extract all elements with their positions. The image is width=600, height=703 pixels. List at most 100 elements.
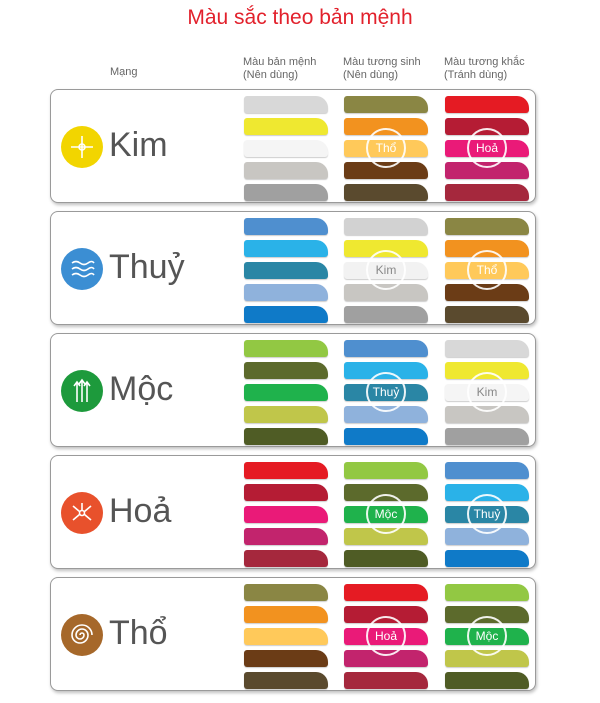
generating-colors-column: Kim <box>344 218 428 323</box>
color-swatch <box>344 650 428 667</box>
color-swatch <box>344 406 428 423</box>
element-row: Kim Thổ Hoả <box>50 89 536 203</box>
own-colors-column <box>244 462 328 567</box>
color-swatch <box>244 484 328 501</box>
element-name: Mộc <box>109 370 174 408</box>
color-swatch <box>244 340 328 357</box>
own-colors-column <box>244 340 328 445</box>
color-swatch <box>244 284 328 301</box>
generating-colors-column: Mộc <box>344 462 428 567</box>
element-label: Thổ <box>476 263 498 277</box>
element-ring <box>366 616 406 656</box>
header-col3: Màu tương khắc (Tránh dùng) <box>444 56 525 82</box>
element-ring <box>366 372 406 412</box>
element-label: Thuỷ <box>372 385 400 399</box>
conflicting-colors-column: Hoả <box>445 96 529 201</box>
element-ring <box>366 250 406 290</box>
color-swatch <box>445 406 529 423</box>
color-swatch <box>244 306 328 323</box>
color-swatch <box>445 462 529 479</box>
conflicting-colors-column: Thuỷ <box>445 462 529 567</box>
conflicting-colors-column: Kim <box>445 340 529 445</box>
color-swatch <box>445 672 529 689</box>
color-swatch <box>244 462 328 479</box>
element-label: Kim <box>476 385 498 399</box>
color-swatch <box>344 428 428 445</box>
element-row: Mộc Thuỷ Kim <box>50 333 536 447</box>
color-swatch <box>344 362 428 379</box>
color-swatch <box>344 484 428 501</box>
color-swatch <box>344 240 428 257</box>
header-menh: Mạng <box>110 66 138 79</box>
element-row: Thuỷ Kim Thổ <box>50 211 536 325</box>
header-col1: Màu bản mệnh (Nên dùng) <box>243 56 316 82</box>
conflicting-colors-column: Thổ <box>445 218 529 323</box>
color-swatch <box>344 550 428 567</box>
color-swatch <box>344 528 428 545</box>
own-colors-column <box>244 218 328 323</box>
color-swatch <box>244 140 328 157</box>
color-swatch <box>244 606 328 623</box>
color-swatch <box>244 240 328 257</box>
color-swatch <box>344 118 428 135</box>
element-ring <box>467 616 507 656</box>
header-col1-line2: (Nên dùng) <box>243 69 299 81</box>
color-swatch <box>445 218 529 235</box>
color-swatch <box>445 484 529 501</box>
header-col2: Màu tương sinh (Nên dùng) <box>343 56 421 82</box>
color-swatch <box>244 362 328 379</box>
generating-colors-column: Hoả <box>344 584 428 689</box>
color-swatch <box>445 162 529 179</box>
color-swatch <box>244 506 328 523</box>
element-label: Hoả <box>475 141 498 155</box>
color-swatch <box>244 96 328 113</box>
color-swatch <box>244 428 328 445</box>
thuy-icon <box>61 248 103 290</box>
color-swatch <box>344 306 428 323</box>
color-swatch <box>244 184 328 201</box>
header-col1-line1: Màu bản mệnh <box>243 56 317 68</box>
own-colors-column <box>244 96 328 201</box>
kim-icon <box>61 126 103 168</box>
element-label: Kim <box>375 263 397 277</box>
element-label: Thuỷ <box>473 507 501 521</box>
color-swatch <box>244 262 328 279</box>
color-swatch <box>344 284 428 301</box>
color-swatch <box>445 550 529 567</box>
color-swatch <box>445 184 529 201</box>
tho-icon <box>61 614 103 656</box>
color-swatch <box>344 584 428 601</box>
color-swatch <box>244 528 328 545</box>
own-colors-column <box>244 584 328 689</box>
element-row: Thổ Hoả Mộc <box>50 577 536 691</box>
element-ring <box>467 372 507 412</box>
color-swatch <box>244 406 328 423</box>
color-swatch <box>445 306 529 323</box>
header-menh-label: Mạng <box>110 66 138 78</box>
color-swatch <box>344 184 428 201</box>
element-ring <box>467 128 507 168</box>
color-swatch <box>344 606 428 623</box>
element-label: Mộc <box>475 629 499 643</box>
color-swatch <box>445 606 529 623</box>
color-swatch <box>445 528 529 545</box>
header-col3-line2: (Tránh dùng) <box>444 69 508 81</box>
color-swatch <box>344 96 428 113</box>
element-ring <box>467 494 507 534</box>
color-swatch <box>445 584 529 601</box>
element-ring <box>366 494 406 534</box>
color-swatch <box>445 96 529 113</box>
color-swatch <box>244 550 328 567</box>
header-col2-line1: Màu tương sinh <box>343 56 421 68</box>
header-col2-line2: (Nên dùng) <box>343 69 399 81</box>
moc-icon <box>61 370 103 412</box>
color-swatch <box>445 428 529 445</box>
element-name: Thuỷ <box>109 248 185 286</box>
color-swatch <box>244 162 328 179</box>
color-swatch <box>244 584 328 601</box>
hoa-icon <box>61 492 103 534</box>
color-swatch <box>445 118 529 135</box>
color-swatch <box>445 240 529 257</box>
color-swatch <box>244 650 328 667</box>
color-swatch <box>344 462 428 479</box>
